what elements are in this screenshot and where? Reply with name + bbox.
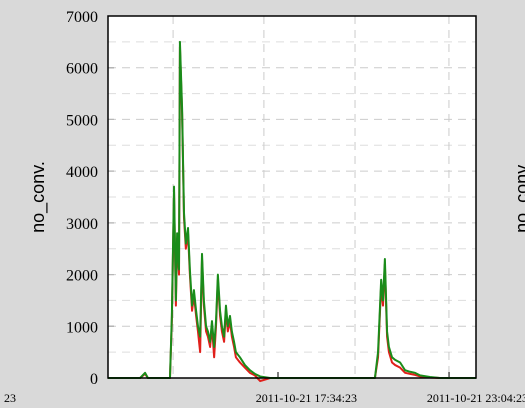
lines [108,40,476,383]
y-tick-label: 0 [90,371,98,388]
plot-border [107,15,477,379]
x-tick-label: 2011-10-21 23:04:23 [427,391,525,405]
x-tick-label: 2011-10-21 17:34:23 [256,391,357,405]
y-axis-label: no_conv. [28,161,49,233]
grid [108,15,476,379]
y-tick-label: 2000 [66,268,98,285]
y-axis-label-right: no_conv. [512,161,525,233]
series-line [108,40,476,379]
y-tick-label: 5000 [66,112,98,129]
y-tick-label: 7000 [66,9,98,26]
y-tick-label: 4000 [66,164,98,181]
y-tick-label: 6000 [66,61,98,78]
x-tick-label: 23 [4,391,16,405]
y-tick-label: 3000 [66,216,98,233]
tick-labels: 0 1000 2000 3000 4000 5000 6000 7000 23 2011-10-2… [4,9,525,405]
y-tick-label: 1000 [66,319,98,336]
